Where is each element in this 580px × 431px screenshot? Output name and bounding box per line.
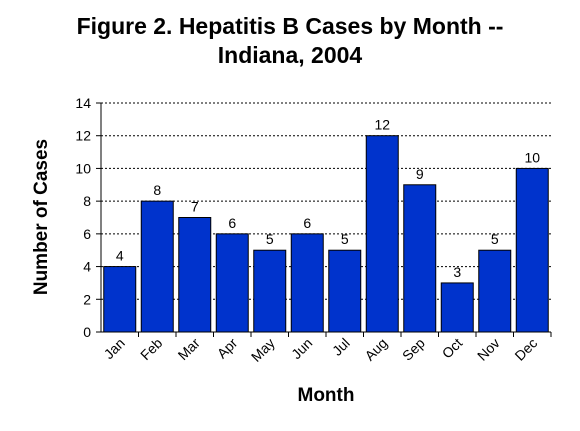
data-label: 9 bbox=[416, 166, 424, 182]
data-label: 3 bbox=[453, 264, 461, 280]
data-label: 5 bbox=[491, 231, 499, 247]
y-tick-label: 6 bbox=[83, 226, 91, 242]
bar-apr bbox=[215, 233, 249, 333]
data-label: 6 bbox=[228, 215, 236, 231]
bar-jun bbox=[290, 233, 324, 333]
x-tick-label: Jan bbox=[101, 335, 128, 362]
y-tick-labels: 0 2 4 6 8 10 12 14 bbox=[75, 95, 91, 340]
data-label: 6 bbox=[303, 215, 311, 231]
x-tick-label: Feb bbox=[137, 335, 166, 364]
data-label: 4 bbox=[116, 248, 124, 264]
bar-may bbox=[253, 249, 287, 333]
axes bbox=[96, 102, 552, 337]
data-label: 7 bbox=[191, 199, 199, 215]
x-tick-label: Oct bbox=[439, 335, 466, 362]
x-tick-label: Sep bbox=[399, 335, 428, 364]
x-tick-label: Apr bbox=[214, 335, 241, 362]
y-tick-label: 8 bbox=[83, 193, 91, 209]
y-tick-label: 4 bbox=[83, 259, 91, 275]
x-tick-label: Mar bbox=[174, 335, 203, 364]
y-axis-title: Number of Cases bbox=[31, 139, 52, 295]
bar-jul bbox=[328, 249, 362, 333]
y-tick-label: 0 bbox=[83, 324, 91, 340]
y-tick-label: 2 bbox=[83, 291, 91, 307]
x-tick-label: May bbox=[248, 335, 278, 365]
x-tick-label: Jun bbox=[288, 335, 315, 362]
data-label: 5 bbox=[341, 231, 349, 247]
bar-aug bbox=[365, 135, 399, 333]
x-tick-label: Aug bbox=[361, 335, 390, 364]
y-tick-label: 14 bbox=[75, 95, 91, 111]
x-tick-labels: Jan Feb Mar Apr May Jun Jul Aug Sep Oct Nov Dec bbox=[101, 335, 541, 365]
data-label: 5 bbox=[266, 231, 274, 247]
x-tick-label: Jul bbox=[329, 335, 353, 359]
bar-oct bbox=[440, 282, 474, 333]
x-tick-label: Dec bbox=[511, 335, 540, 364]
y-tick-label: 10 bbox=[75, 160, 91, 176]
bar-feb bbox=[140, 200, 174, 333]
bar-sep bbox=[403, 184, 437, 333]
chart-title-line-2: Indiana, 2004 bbox=[218, 42, 363, 68]
x-tick-label: Nov bbox=[474, 335, 503, 364]
y-tick-label: 12 bbox=[75, 128, 91, 144]
bar-mar bbox=[178, 217, 212, 333]
bar-jan bbox=[103, 266, 137, 333]
bars bbox=[103, 135, 549, 333]
gridlines bbox=[101, 102, 551, 300]
bar-dec bbox=[515, 167, 549, 333]
data-label: 12 bbox=[374, 117, 390, 133]
data-label: 8 bbox=[153, 182, 161, 198]
chart-title-line-1: Figure 2. Hepatitis B Cases by Month -- bbox=[77, 13, 504, 39]
bar-nov bbox=[478, 249, 512, 333]
x-axis-title: Month bbox=[298, 385, 355, 406]
data-label: 10 bbox=[524, 149, 540, 165]
data-labels: 4 8 7 6 5 6 5 12 9 3 5 10 bbox=[116, 117, 540, 280]
